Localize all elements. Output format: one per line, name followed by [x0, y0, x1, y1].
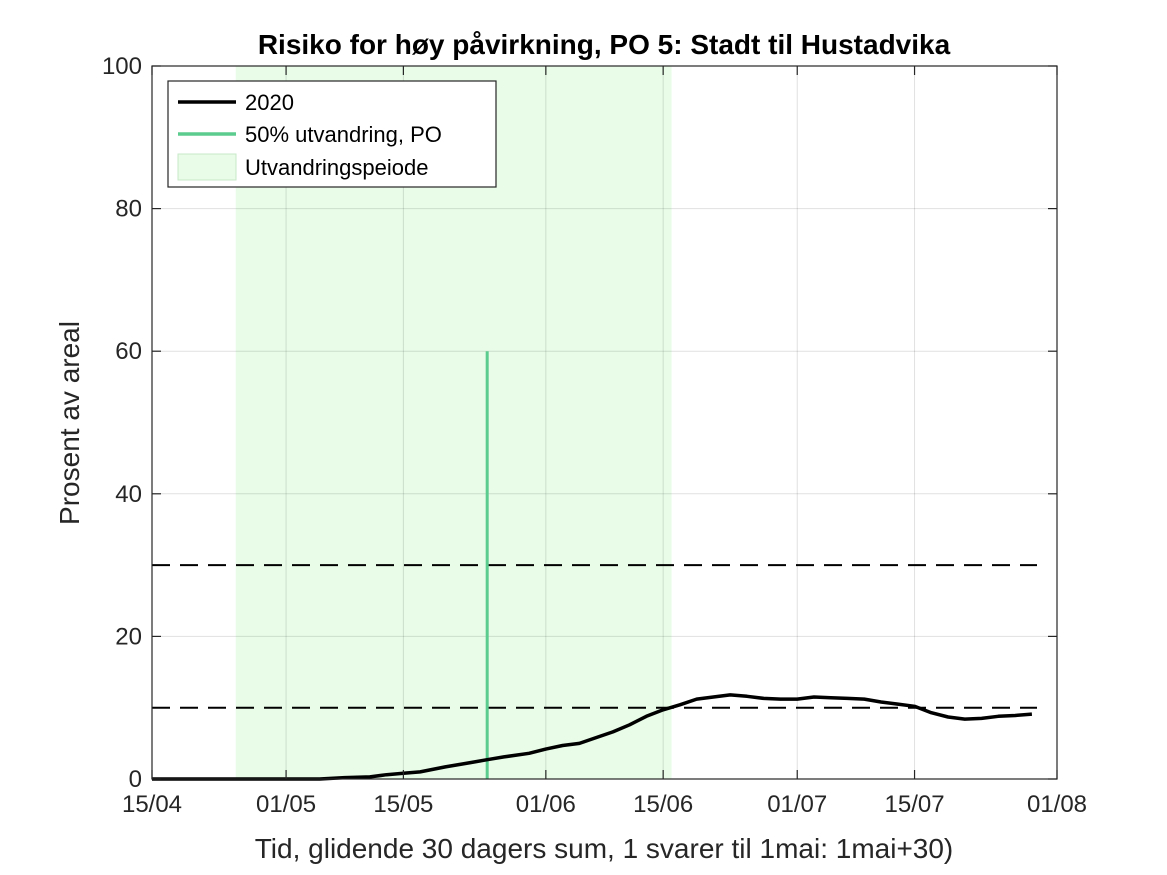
chart-title: Risiko for høy påvirkning, PO 5: Stadt t… [258, 29, 951, 60]
y-tick-label: 0 [129, 766, 142, 793]
legend-label: 50% utvandring, PO [245, 122, 442, 147]
x-tick-label: 15/06 [633, 791, 693, 818]
axes-frame [151, 65, 1058, 780]
x-tick-label: 15/04 [122, 791, 182, 818]
y-axis-label: Prosent av areal [54, 321, 85, 525]
y-tick-label: 40 [115, 481, 142, 508]
legend: 2020 50% utvandring, PO Utvandringspeiode [167, 80, 497, 188]
x-tick-label: 01/07 [767, 791, 827, 818]
y-tick-label: 100 [102, 53, 142, 80]
x-tick-label: 01/05 [256, 791, 316, 818]
x-tick-label: 15/07 [885, 791, 945, 818]
legend-label: Utvandringspeiode [245, 155, 428, 180]
legend-swatch-period [177, 153, 237, 181]
x-tick-label: 15/05 [373, 791, 433, 818]
y-tick-label: 80 [115, 196, 142, 223]
y-tick-label: 20 [115, 623, 142, 650]
y-tick-label: 60 [115, 338, 142, 365]
x-axis-label: Tid, glidende 30 dagers sum, 1 svarer ti… [255, 833, 954, 864]
x-tick-label: 01/08 [1027, 791, 1087, 818]
series-line-2020 [152, 693, 1033, 781]
legend-label: 2020 [245, 90, 294, 115]
x-tick-label: 01/06 [516, 791, 576, 818]
